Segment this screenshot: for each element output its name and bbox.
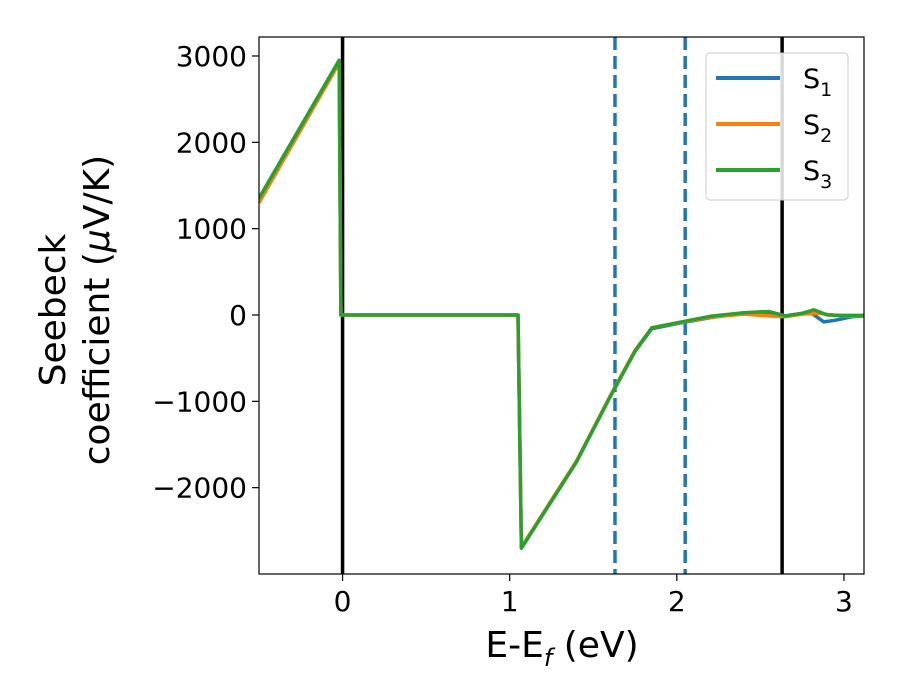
x-axis: 0 1 2 3 bbox=[334, 574, 853, 618]
legend: S1 S2 S3 bbox=[705, 52, 849, 201]
x-tick-label: 3 bbox=[835, 585, 853, 618]
series-line-s3 bbox=[259, 58, 864, 550]
y-axis-label-mu: μ bbox=[77, 229, 118, 253]
y-axis-label: Seebeck coefficient (μV/K) bbox=[33, 155, 118, 465]
y-tick-label: −1000 bbox=[152, 385, 247, 418]
y-tick-label: 3000 bbox=[176, 40, 247, 73]
y-tick-label: 0 bbox=[229, 299, 247, 332]
x-tick-label: 2 bbox=[668, 585, 686, 618]
legend-label-s1: S1 bbox=[803, 64, 832, 101]
y-axis-label-line1: Seebeck bbox=[33, 233, 74, 386]
y-axis-label-line2: coefficient (μV/K) bbox=[77, 155, 118, 465]
y-tick-label: −2000 bbox=[152, 472, 247, 505]
x-axis-label-unit: (eV) bbox=[552, 625, 638, 666]
y-tick-label: 2000 bbox=[176, 126, 247, 159]
y-tick-label: 1000 bbox=[176, 213, 247, 246]
plot-frame bbox=[258, 36, 865, 575]
x-tick-label: 1 bbox=[501, 585, 519, 618]
y-axis-label-unit: V/K) bbox=[77, 155, 118, 229]
y-axis: −2000 −1000 0 1000 2000 3000 bbox=[152, 40, 259, 505]
legend-label-s2: S2 bbox=[803, 110, 832, 147]
legend-box bbox=[705, 52, 849, 201]
series-lines bbox=[259, 58, 864, 550]
x-axis-label: E-Ef (eV) bbox=[485, 625, 638, 672]
x-tick-label: 0 bbox=[334, 585, 352, 618]
legend-label-s3: S3 bbox=[803, 156, 832, 193]
